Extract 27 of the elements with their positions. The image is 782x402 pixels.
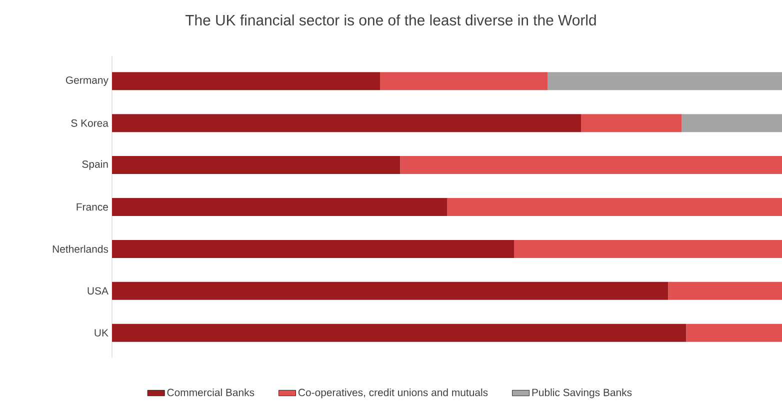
y-tick-label: Germany [66,76,108,86]
bar [514,240,782,258]
y-tick-label: Netherlands [52,245,108,253]
legend-label: Commercial Banks [167,388,254,396]
bar [447,198,782,216]
bar [548,72,782,90]
bar [112,282,668,300]
y-tick-label: Spain [82,160,108,170]
bar [112,114,582,132]
bar [112,198,448,216]
bar [380,72,548,90]
legend-label: Co-operatives, credit unions and mutuals [298,388,488,398]
bar [112,72,380,90]
bar [112,156,400,174]
y-tick-label: UK [94,329,108,336]
chart-title: The UK financial sector is one of the least diverse in the World [185,14,596,26]
bar [112,240,514,258]
bar [400,156,782,174]
bar [112,324,686,342]
bar [682,114,782,132]
bar [686,324,782,342]
y-tick-label: France [76,203,108,211]
y-tick-label: S Korea [71,119,108,127]
legend-label: Public Savings Banks [532,388,632,398]
bar [668,282,782,300]
y-tick-label: USA [88,287,108,295]
bar [581,114,682,132]
